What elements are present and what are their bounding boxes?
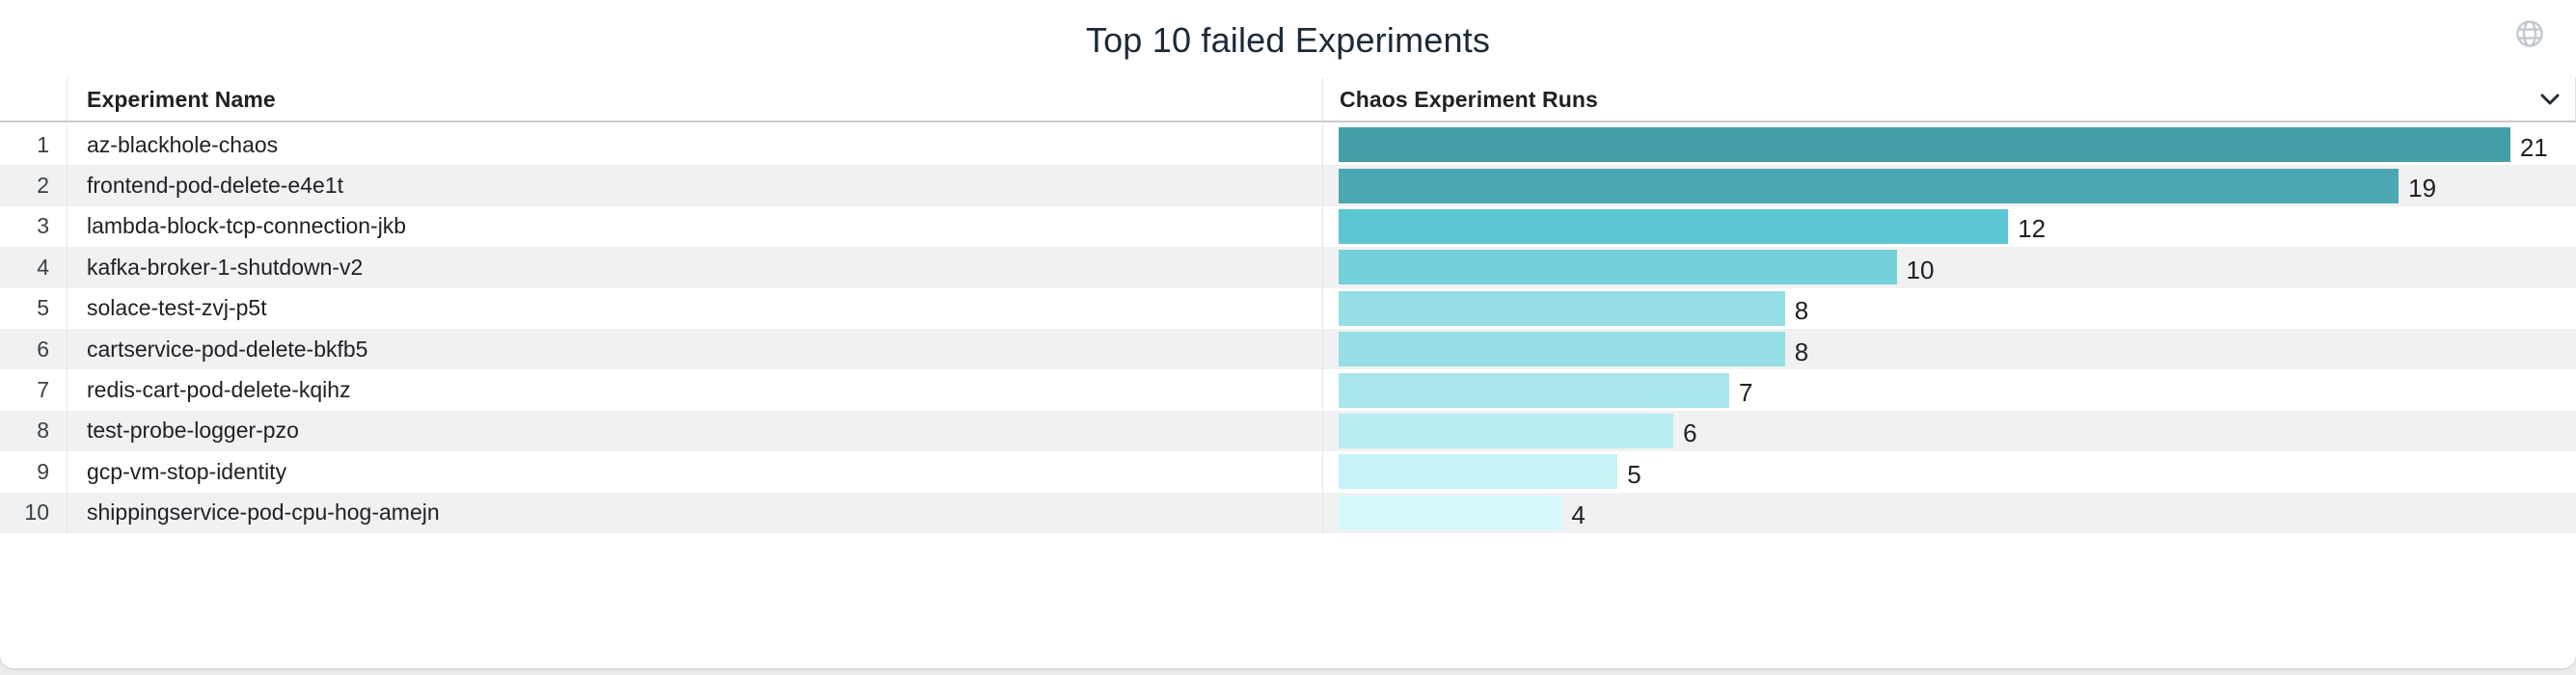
experiment-name: kafka-broker-1-shutdown-v2 — [68, 247, 1323, 288]
row-rank: 3 — [0, 205, 68, 248]
table-row: 1 az-blackhole-chaos 21 — [0, 124, 2576, 166]
table-row: 7 redis-cart-pod-delete-kqihz 7 — [0, 369, 2576, 411]
experiment-name: cartservice-pod-delete-bkfb5 — [68, 328, 1323, 370]
experiment-name: test-probe-logger-pzo — [68, 410, 1323, 452]
runs-bar — [1339, 127, 2510, 163]
experiment-name: lambda-block-tcp-connection-jkb — [68, 205, 1323, 248]
runs-value: 5 — [1627, 459, 1641, 489]
runs-value: 10 — [1906, 255, 1935, 284]
runs-bar — [1339, 495, 1562, 530]
table-header-row: Experiment Name Chaos Experiment Runs — [0, 78, 2576, 122]
runs-value: 4 — [1571, 500, 1586, 530]
experiment-name-header-label: Experiment Name — [87, 86, 276, 112]
runs-cell: 7 — [1323, 369, 2576, 410]
experiment-name: gcp-vm-stop-identity — [68, 451, 1323, 493]
runs-bar — [1339, 250, 1897, 285]
experiment-name: redis-cart-pod-delete-kqihz — [68, 369, 1323, 411]
runs-bar — [1339, 168, 2400, 203]
row-rank: 5 — [0, 287, 68, 329]
table-row: 2 frontend-pod-delete-e4e1t 19 — [0, 165, 2576, 206]
row-rank: 7 — [0, 369, 68, 411]
runs-value: 6 — [1683, 418, 1697, 448]
runs-bar — [1339, 454, 1618, 490]
runs-cell: 4 — [1323, 493, 2576, 533]
runs-bar — [1339, 413, 1674, 448]
row-rank: 10 — [0, 492, 68, 533]
globe-icon[interactable] — [2514, 18, 2545, 49]
widget-title: Top 10 failed Experiments — [1085, 20, 1491, 60]
experiment-name: solace-test-zvj-p5t — [68, 287, 1323, 329]
experiment-name: shippingservice-pod-cpu-hog-amejn — [68, 492, 1323, 533]
runs-bar — [1339, 332, 1785, 367]
runs-cell: 6 — [1323, 411, 2576, 451]
chaos-runs-header-label: Chaos Experiment Runs — [1340, 86, 1598, 112]
experiment-name: az-blackhole-chaos — [68, 124, 1323, 166]
runs-cell: 21 — [1323, 124, 2576, 165]
runs-bar — [1339, 372, 1729, 408]
header-cell-experiment-name: Experiment Name — [68, 78, 1323, 121]
row-rank: 1 — [0, 124, 68, 166]
runs-cell: 8 — [1323, 329, 2576, 369]
runs-bar — [1339, 208, 2009, 244]
runs-value: 8 — [1794, 296, 1809, 326]
runs-bar — [1339, 290, 1785, 326]
table-row: 5 solace-test-zvj-p5t 8 — [0, 287, 2576, 329]
runs-value: 19 — [2408, 174, 2437, 203]
row-rank: 4 — [0, 247, 68, 288]
runs-value: 12 — [2018, 214, 2047, 244]
runs-cell: 12 — [1323, 206, 2576, 247]
runs-cell: 5 — [1323, 451, 2576, 492]
header-cell-rank — [0, 78, 68, 121]
table-row: 3 lambda-block-tcp-connection-jkb 12 — [0, 205, 2576, 248]
table-row: 9 gcp-vm-stop-identity 5 — [0, 451, 2576, 493]
table-row: 4 kafka-broker-1-shutdown-v2 10 — [0, 247, 2576, 288]
runs-cell: 10 — [1323, 247, 2576, 287]
runs-cell: 19 — [1323, 165, 2576, 205]
runs-cell: 8 — [1323, 288, 2576, 329]
row-rank: 8 — [0, 410, 68, 452]
table-row: 8 test-probe-logger-pzo 6 — [0, 410, 2576, 452]
experiment-name: frontend-pod-delete-e4e1t — [68, 165, 1323, 206]
runs-value: 21 — [2519, 132, 2548, 162]
runs-value: 7 — [1738, 378, 1753, 408]
row-rank: 2 — [0, 165, 68, 206]
runs-value: 8 — [1794, 337, 1809, 366]
row-rank: 6 — [0, 328, 68, 370]
chevron-down-icon[interactable] — [2537, 87, 2562, 112]
row-rank: 9 — [0, 451, 68, 493]
table-row: 10 shippingservice-pod-cpu-hog-amejn 4 — [0, 492, 2576, 533]
table-row: 6 cartservice-pod-delete-bkfb5 8 — [0, 328, 2576, 370]
header-cell-chaos-runs: Chaos Experiment Runs — [1323, 78, 2576, 121]
table-body: 1 az-blackhole-chaos 21 2 frontend-pod-delet… — [0, 124, 2576, 533]
